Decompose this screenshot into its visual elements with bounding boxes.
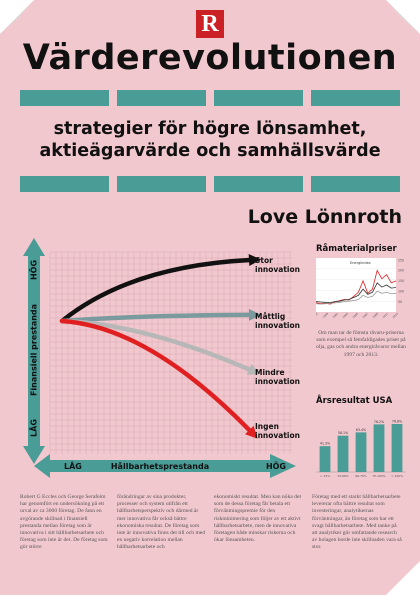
series-arrowhead <box>248 308 261 321</box>
raw-material-panel: Råmaterialpriser <box>316 244 406 254</box>
price-series-line <box>316 290 397 305</box>
accent-bar <box>311 90 400 106</box>
accent-bars-top <box>20 90 400 106</box>
accent-bar <box>117 90 206 106</box>
body-column-2: förändringar av sina produkter, processe… <box>117 494 206 551</box>
y-tick-label: 50 <box>398 300 402 304</box>
x-tick-labels: 1997 1999 2001 2003 2005 2007 2009 2011 2013 <box>316 311 399 319</box>
x-tick-label: 2009 <box>372 311 380 319</box>
x-tick-label: 2005 <box>352 311 360 319</box>
bar <box>337 435 349 472</box>
accent-bar <box>20 90 109 106</box>
page-curl-top-right <box>386 0 420 34</box>
series-label-mattlig: Måttlig innovation <box>255 312 300 330</box>
accent-bar <box>117 176 206 192</box>
bar-category-label: < 33% <box>320 474 330 478</box>
y-tick-label: 150 <box>398 279 404 283</box>
chart-grid <box>49 251 292 454</box>
chart-series <box>316 269 397 305</box>
x-tick-label: 1997 <box>316 311 319 319</box>
y-tick-label: 250 <box>398 258 404 262</box>
legend-energy: Energiindex <box>350 261 371 265</box>
page-curl-top-left <box>0 0 34 34</box>
bar-category-label: > 100% <box>391 474 403 478</box>
bar <box>391 424 403 472</box>
author-name: Love Lönnroth <box>247 206 402 228</box>
body-column-1: Robert G Eccles och George Serafeim har … <box>20 494 108 551</box>
accent-bar <box>214 176 303 192</box>
bar-value-label: 63.4% <box>356 428 366 432</box>
price-series-line <box>316 269 397 305</box>
series-line <box>59 257 253 324</box>
chart-grid <box>316 268 396 302</box>
annual-results-chart: 41.3% < 33% 58.1% 33-66% 63.4% 66-75% 76.2% 75-… <box>316 420 406 478</box>
bar-value-label: 58.1% <box>338 431 348 435</box>
subtitle-line-1: strategier för högre lönsamhet, <box>53 119 367 139</box>
accent-bar <box>214 90 303 106</box>
chart-bars: 41.3% < 33% 58.1% 33-66% 63.4% 66-75% 76.2% 75-… <box>316 420 406 478</box>
bar <box>373 424 385 472</box>
chart-series <box>59 254 261 439</box>
body-column-3: ekonomiskt resultat. Men kan nöka det so… <box>214 494 301 544</box>
series-arrowhead <box>245 425 258 439</box>
x-axis-arrow <box>34 454 296 478</box>
x-axis-high-label: HÖG <box>266 461 286 471</box>
x-tick-label: 2003 <box>342 311 350 319</box>
accent-bar <box>20 176 109 192</box>
x-tick-label: 1999 <box>322 311 330 319</box>
y-axis-low-label: LÅG <box>29 419 39 437</box>
accent-bars-bottom <box>20 176 400 192</box>
bar <box>355 432 367 472</box>
x-tick-label: 2013 <box>392 311 400 319</box>
series-line <box>59 312 253 324</box>
y-tick-labels: 50 100 150 200 250 <box>398 258 404 304</box>
series-label-mindre: Mindre innovation <box>255 368 300 386</box>
series-arrowhead <box>248 254 261 267</box>
series-line <box>59 318 253 434</box>
annual-results-panel: Årsresultat USA <box>316 396 406 406</box>
x-tick-label: 2011 <box>382 311 390 319</box>
book-title: Värderevolutionen <box>22 38 398 78</box>
annual-results-title: Årsresultat USA <box>316 396 393 406</box>
x-axis-low-label: LÅG <box>64 461 82 471</box>
x-axis-title: Hållbarhetsprestanda <box>111 461 209 471</box>
subtitle-line-2: aktieägarvärde och samhällsvärde <box>39 141 381 161</box>
price-series-line <box>316 282 397 304</box>
body-column-4: Företag med ett starkt hållbarhetsarbete… <box>312 494 402 551</box>
x-tick-label: 2001 <box>332 311 340 319</box>
y-axis-arrow <box>23 238 45 464</box>
x-tick-label: 2007 <box>362 311 370 319</box>
series-arrowhead <box>246 363 261 375</box>
bar-category-label: 75-100% <box>372 474 386 478</box>
raw-material-caption: Om man tar de fömsta råvaru-priserna som… <box>316 330 406 358</box>
y-axis-high-label: HÖG <box>29 260 39 280</box>
bar-value-label: 76.8% <box>392 420 402 424</box>
bar-value-label: 76.2% <box>374 420 384 424</box>
bar-value-label: 41.3% <box>320 442 330 446</box>
y-tick-label: 100 <box>398 289 404 293</box>
publisher-logo: R <box>196 10 224 38</box>
series-label-stor: Stor innovation <box>255 256 300 274</box>
raw-material-title: Råmaterialpriser <box>316 244 397 254</box>
bar-category-label: 66-75% <box>355 474 367 478</box>
y-tick-label: 200 <box>398 269 404 273</box>
bar <box>319 446 331 472</box>
y-axis-title: Finansiell prestanda <box>30 304 39 396</box>
bar-category-label: 33-66% <box>337 474 349 478</box>
accent-bar <box>311 176 400 192</box>
innovation-chart: HÖG Finansiell prestanda LÅG LÅG Hållbar… <box>23 238 296 478</box>
series-line <box>59 318 253 373</box>
page-curl-bottom-right <box>386 561 420 595</box>
book-subtitle: strategier för högre lönsamhet, aktieäga… <box>0 118 420 162</box>
series-label-ingen: Ingen innovation <box>255 422 300 440</box>
